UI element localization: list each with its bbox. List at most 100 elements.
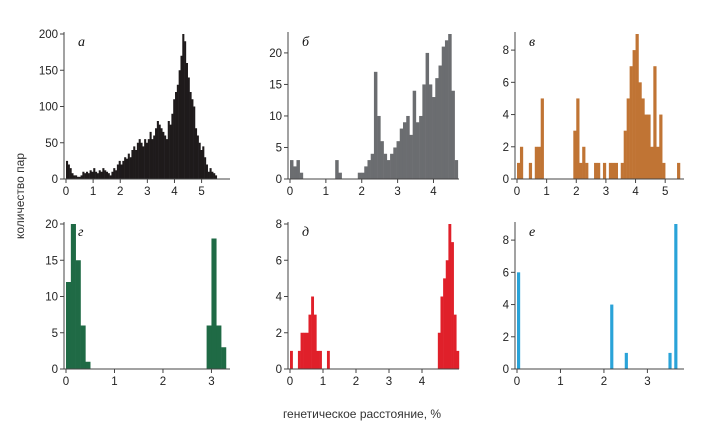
histogram-bar <box>311 296 315 369</box>
y-tick-label: 0 <box>52 364 58 376</box>
histogram-bar <box>158 124 161 180</box>
histogram-bar <box>76 176 79 179</box>
x-tick-label: 4 <box>430 186 437 198</box>
histogram-bar <box>443 278 447 370</box>
x-tick-label: 0 <box>514 186 520 198</box>
y-tick-label: 0 <box>276 174 282 186</box>
y-tick-label: 2 <box>503 142 509 154</box>
histogram-bar <box>178 70 181 179</box>
x-tick-label: 2 <box>353 376 359 388</box>
histogram-bar <box>602 162 607 179</box>
histogram-bar <box>70 224 76 369</box>
panel-4: 0 5 10 15 20 0 1 2 3 г <box>45 219 230 388</box>
bars-group <box>290 34 459 179</box>
histogram-bar <box>66 282 72 369</box>
histogram-bar <box>674 224 678 369</box>
histogram-bar <box>209 168 212 180</box>
histogram-bar <box>517 272 521 369</box>
x-tick-label: 1 <box>90 186 96 198</box>
histogram-bar <box>95 171 98 179</box>
histogram-bar <box>540 98 544 179</box>
histogram-bar <box>131 150 134 179</box>
histogram-bar <box>120 164 123 179</box>
histogram-bar <box>335 160 339 179</box>
y-tick-label: 8 <box>503 45 509 57</box>
histogram-bar <box>537 146 541 179</box>
histogram-bar <box>189 92 192 179</box>
histogram-bar <box>444 40 449 179</box>
x-tick-label: 0 <box>287 186 293 198</box>
y-tick-label: 50 <box>45 138 58 150</box>
histogram-bar <box>528 162 533 179</box>
bars-group <box>517 34 681 179</box>
y-tick-label: 100 <box>39 102 58 114</box>
histogram-bar <box>620 162 624 179</box>
x-tick-label: 3 <box>394 186 400 198</box>
histogram-bar <box>104 170 107 179</box>
histogram-bar <box>316 350 320 370</box>
histogram-bar <box>453 314 457 370</box>
histogram-bar <box>456 350 460 370</box>
histogram-bar <box>187 77 190 179</box>
bars-group <box>66 224 227 369</box>
histogram-bar <box>448 34 452 179</box>
histogram-bar <box>597 162 601 179</box>
histogram-bar <box>67 164 70 179</box>
histogram-bar <box>91 171 94 179</box>
histogram-bar <box>89 170 92 179</box>
histogram-bar <box>149 131 152 180</box>
x-tick-label: 2 <box>359 186 365 198</box>
histogram-bar <box>390 153 394 179</box>
histogram-bar <box>437 332 441 369</box>
histogram-bar <box>75 175 78 180</box>
histogram-bar <box>214 175 218 180</box>
histogram-bar <box>85 171 89 179</box>
histogram-bar <box>84 173 87 179</box>
histogram-bar <box>85 361 91 369</box>
histogram-bar <box>216 325 222 369</box>
panel-3: 0 2 4 6 8 0 1 2 3 4 5 в <box>503 32 684 198</box>
histogram-bar <box>138 139 141 180</box>
histogram-bar <box>109 175 112 180</box>
x-tick-label: 5 <box>662 186 668 198</box>
histogram-bar <box>428 84 433 179</box>
panel-5: 0 2 4 6 8 0 1 2 3 4 д <box>276 219 460 388</box>
histogram-bar <box>611 162 616 179</box>
histogram-bar <box>370 153 375 179</box>
histogram-bar <box>573 130 577 179</box>
histogram-bar <box>129 157 132 179</box>
histogram-bar <box>96 173 99 179</box>
histogram-bar <box>127 153 130 180</box>
histogram-bar <box>207 171 210 179</box>
histogram-bar <box>116 164 119 179</box>
x-tick-label: 1 <box>320 376 326 388</box>
histogram-bar <box>145 142 149 179</box>
histogram-bar <box>93 168 96 180</box>
y-tick-label: 4 <box>503 300 510 312</box>
histogram-bar <box>438 65 442 179</box>
histogram-bar <box>80 325 86 369</box>
y-tick-label: 6 <box>276 255 282 267</box>
y-tick-label: 8 <box>276 219 282 231</box>
panel-letter: г <box>78 225 84 240</box>
histogram-bar <box>205 164 208 179</box>
histogram-bar <box>299 172 304 179</box>
histogram-bar <box>297 350 301 370</box>
histogram-bar <box>115 170 118 179</box>
histogram-bar <box>204 157 207 179</box>
histogram-bar <box>73 175 76 180</box>
x-tick-label: 2 <box>601 376 607 388</box>
histogram-bar <box>151 139 154 180</box>
histogram-bar <box>367 160 371 179</box>
y-tick-label: 2 <box>276 328 282 340</box>
histogram-bar <box>124 157 127 179</box>
x-tick-label: 1 <box>111 376 117 388</box>
y-tick-label: 2 <box>503 332 509 344</box>
histogram-bar <box>173 99 176 179</box>
histogram-bar <box>659 114 663 179</box>
y-tick-label: 6 <box>503 267 509 279</box>
histogram-bar <box>140 142 143 179</box>
x-tick-label: 3 <box>644 376 650 388</box>
histogram-bar <box>626 98 630 179</box>
